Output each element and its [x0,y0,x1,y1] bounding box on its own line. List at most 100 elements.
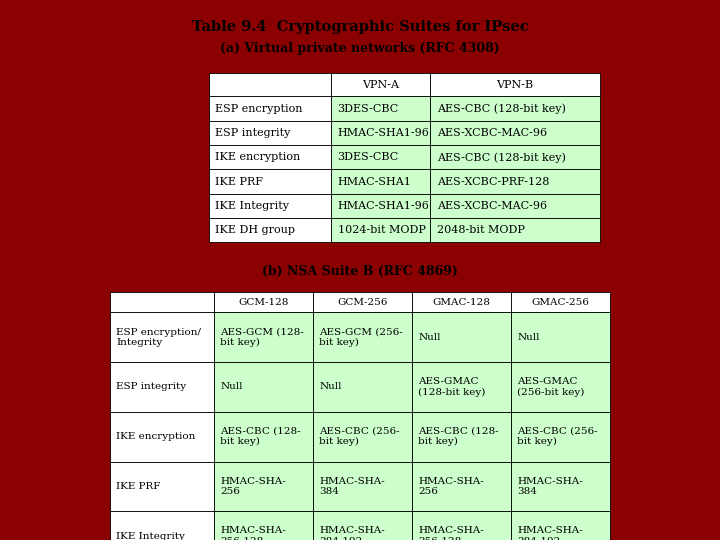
Bar [431,218,600,242]
Text: AES-XCBC-MAC-96: AES-XCBC-MAC-96 [436,201,546,211]
Bar [331,73,431,97]
Bar [109,362,214,412]
Bar [214,511,313,540]
Bar [412,362,511,412]
Bar [331,145,431,170]
Text: Null: Null [320,382,342,392]
Bar [209,170,331,194]
Text: AES-GCM (128-
bit key): AES-GCM (128- bit key) [220,327,304,347]
Bar [209,73,331,97]
Text: GMAC-256: GMAC-256 [532,298,590,307]
Text: (b) NSA Suite B (RFC 4869): (b) NSA Suite B (RFC 4869) [262,265,458,278]
Text: ESP encryption: ESP encryption [215,104,302,113]
Bar [431,121,600,145]
Bar [109,412,214,462]
Bar [511,511,611,540]
Bar [109,292,214,312]
Bar [331,121,431,145]
Text: IKE Integrity: IKE Integrity [116,532,185,540]
Text: AES-GCM (256-
bit key): AES-GCM (256- bit key) [320,327,403,347]
Text: IKE PRF: IKE PRF [215,177,263,187]
Bar [209,194,331,218]
Bar [209,121,331,145]
Bar [331,170,431,194]
Bar [331,194,431,218]
Bar [511,462,611,511]
Text: HMAC-SHA-
384: HMAC-SHA- 384 [518,477,583,496]
Text: AES-GMAC
(256-bit key): AES-GMAC (256-bit key) [518,377,585,397]
Bar [214,312,313,362]
Text: AES-CBC (256-
bit key): AES-CBC (256- bit key) [518,427,598,447]
Text: HMAC-SHA-
256-128: HMAC-SHA- 256-128 [220,526,286,540]
Bar [431,97,600,121]
Text: AES-CBC (256-
bit key): AES-CBC (256- bit key) [320,427,400,447]
Text: AES-CBC (128-
bit key): AES-CBC (128- bit key) [418,427,499,447]
Bar [511,362,611,412]
Text: 1024-bit MODP: 1024-bit MODP [338,225,426,235]
Bar [431,73,600,97]
Text: (a) Virtual private networks (RFC 4308): (a) Virtual private networks (RFC 4308) [220,43,500,56]
Text: ESP integrity: ESP integrity [215,128,290,138]
Bar [313,412,412,462]
Text: HMAC-SHA1-96: HMAC-SHA1-96 [338,201,429,211]
Text: 3DES-CBC: 3DES-CBC [338,152,399,163]
Text: ESP encryption/
Integrity: ESP encryption/ Integrity [116,327,201,347]
Text: HMAC-SHA1: HMAC-SHA1 [338,177,411,187]
Bar [109,312,214,362]
Text: Null: Null [518,333,540,342]
Text: Null: Null [418,333,441,342]
Bar [209,145,331,170]
Bar [431,170,600,194]
Bar [214,362,313,412]
Text: AES-CBC (128-bit key): AES-CBC (128-bit key) [436,152,565,163]
Text: ESP integrity: ESP integrity [116,382,186,392]
Text: GCM-256: GCM-256 [338,298,388,307]
Text: Table 9.4  Cryptographic Suites for IPsec: Table 9.4 Cryptographic Suites for IPsec [192,20,528,34]
Text: AES-CBC (128-bit key): AES-CBC (128-bit key) [436,103,565,114]
Bar [214,292,313,312]
Bar [412,312,511,362]
Bar [431,194,600,218]
Text: AES-CBC (128-
bit key): AES-CBC (128- bit key) [220,427,301,447]
Text: HMAC-SHA-
384-192: HMAC-SHA- 384-192 [320,526,385,540]
Text: Null: Null [220,382,243,392]
Text: HMAC-SHA-
384-192: HMAC-SHA- 384-192 [518,526,583,540]
Bar [412,292,511,312]
Bar [109,511,214,540]
Bar [412,462,511,511]
Bar [331,97,431,121]
Bar [109,462,214,511]
Text: IKE PRF: IKE PRF [116,482,161,491]
Bar [511,292,611,312]
Bar [412,511,511,540]
Bar [313,511,412,540]
Bar [209,218,331,242]
Text: HMAC-SHA-
256: HMAC-SHA- 256 [418,477,484,496]
Text: VPN-A: VPN-A [362,80,400,90]
Text: IKE DH group: IKE DH group [215,225,295,235]
Bar [313,462,412,511]
Text: GMAC-128: GMAC-128 [433,298,490,307]
Bar [331,218,431,242]
Text: HMAC-SHA-
384: HMAC-SHA- 384 [320,477,385,496]
Text: AES-XCBC-PRF-128: AES-XCBC-PRF-128 [436,177,549,187]
Bar [214,462,313,511]
Text: GCM-128: GCM-128 [238,298,289,307]
Bar [511,412,611,462]
Text: HMAC-SHA-
256-128: HMAC-SHA- 256-128 [418,526,484,540]
Text: HMAC-SHA-
256: HMAC-SHA- 256 [220,477,286,496]
Bar [313,362,412,412]
Text: IKE encryption: IKE encryption [116,432,195,441]
Bar [313,312,412,362]
Bar [412,412,511,462]
Bar [511,312,611,362]
Text: IKE encryption: IKE encryption [215,152,300,163]
Text: HMAC-SHA1-96: HMAC-SHA1-96 [338,128,429,138]
Text: 2048-bit MODP: 2048-bit MODP [436,225,524,235]
Bar [214,412,313,462]
Bar [431,145,600,170]
Bar [313,292,412,312]
Text: AES-XCBC-MAC-96: AES-XCBC-MAC-96 [436,128,546,138]
Text: IKE Integrity: IKE Integrity [215,201,289,211]
Text: 3DES-CBC: 3DES-CBC [338,104,399,113]
